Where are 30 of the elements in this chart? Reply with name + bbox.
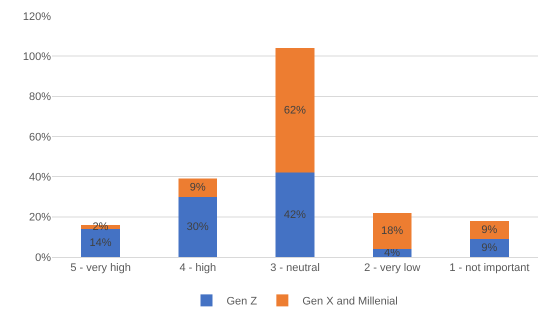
y-tick-label: 20% (28, 212, 52, 224)
bar (81, 228, 120, 257)
y-tick-label: 100% (22, 51, 52, 64)
x-tick-label: 5 - very high (70, 262, 131, 274)
x-tick-label: 1 - not important (449, 262, 530, 274)
data-label: 30% (186, 220, 209, 233)
x-tick-label: 3 - neutral (270, 262, 320, 274)
y-tick-label: 80% (28, 91, 52, 104)
y-tick-label: 40% (28, 172, 52, 184)
data-label: 18% (381, 224, 404, 237)
x-tick-label: 4 - high (179, 262, 216, 274)
bar (276, 48, 314, 173)
data-label: 9% (481, 242, 498, 254)
y-tick-label: 60% (28, 131, 52, 144)
data-label: 62% (284, 104, 306, 116)
x-tick-label: 2 - very low (364, 262, 420, 274)
data-label: 9% (190, 182, 206, 194)
data-label: 9% (481, 224, 498, 236)
bar (470, 238, 509, 257)
data-label: 14% (89, 236, 112, 249)
legend-label: Gen X and Millenial (302, 296, 398, 308)
bar (178, 196, 218, 257)
bar (372, 212, 412, 249)
y-tick-label: 0% (35, 252, 52, 264)
legend-label: Gen Z (226, 296, 258, 308)
data-label: 42% (284, 208, 306, 221)
bar (178, 178, 218, 197)
bar (470, 220, 509, 239)
y-tick-label: 120% (22, 10, 52, 23)
bar (276, 172, 314, 257)
